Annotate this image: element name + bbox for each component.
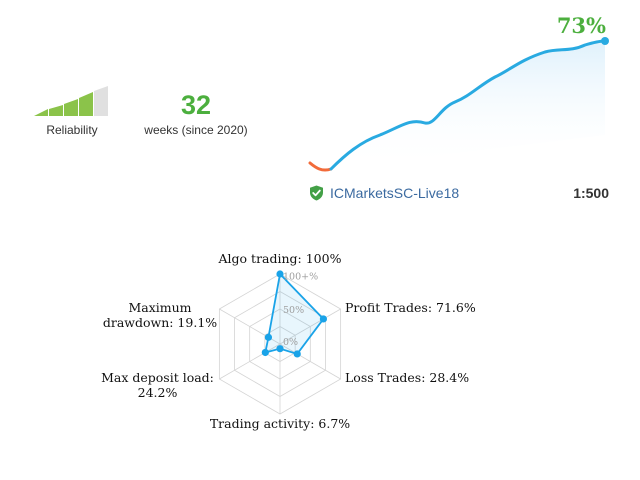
radar-point <box>276 270 284 278</box>
account-row[interactable]: ICMarketsSC-Live18 <box>309 184 459 202</box>
radar-label-activity: Trading activity: 6.7% <box>209 416 351 431</box>
weeks-label: weeks (since 2020) <box>144 123 248 137</box>
growth-line-negative <box>308 161 333 172</box>
radar-label-algo: Algo trading: 100% <box>218 251 342 266</box>
radar-tick-labels: 0% 50% 100+% <box>283 271 318 348</box>
radar-label-deposit: Max deposit load: 24.2% <box>101 370 214 400</box>
radar-point <box>264 333 273 341</box>
radar-point <box>261 348 269 357</box>
radar-chart: 0% 50% 100+% <box>218 270 342 415</box>
reliability-bar-3 <box>64 99 78 116</box>
radar-spoke <box>279 343 341 380</box>
growth-value: 73% <box>556 13 606 38</box>
account-name[interactable]: ICMarketsSC-Live18 <box>330 185 460 201</box>
growth-area <box>331 41 605 169</box>
reliability-bar-4 <box>79 92 93 116</box>
radar-tick-100: 100+% <box>283 271 318 282</box>
shield-check-icon <box>310 185 323 201</box>
growth-line <box>329 39 607 171</box>
reliability-label: Reliability <box>46 123 98 137</box>
radar-point <box>293 350 301 358</box>
radar-points <box>261 270 328 358</box>
radar-tick-0: 0% <box>283 337 298 348</box>
leverage-value: 1:500 <box>573 185 609 201</box>
reliability-bar-1 <box>34 109 48 116</box>
radar-label-loss: Loss Trades: 28.4% <box>345 370 470 385</box>
radar-spoke <box>219 343 281 380</box>
reliability-bar-5 <box>94 86 108 116</box>
growth-chart <box>308 37 609 172</box>
radar-label-profit: Profit Trades: 71.6% <box>345 300 476 315</box>
radar-label-drawdown: Maximum drawdown: 19.1% <box>102 300 218 330</box>
radar-tick-50: 50% <box>283 305 304 316</box>
radar-spoke <box>279 308 341 345</box>
weeks-value: 32 <box>180 90 212 120</box>
radar-point <box>276 345 284 353</box>
growth-endpoint <box>601 37 609 45</box>
reliability-bar-2 <box>49 105 63 116</box>
reliability-bars <box>34 86 108 116</box>
radar-point <box>319 315 328 323</box>
